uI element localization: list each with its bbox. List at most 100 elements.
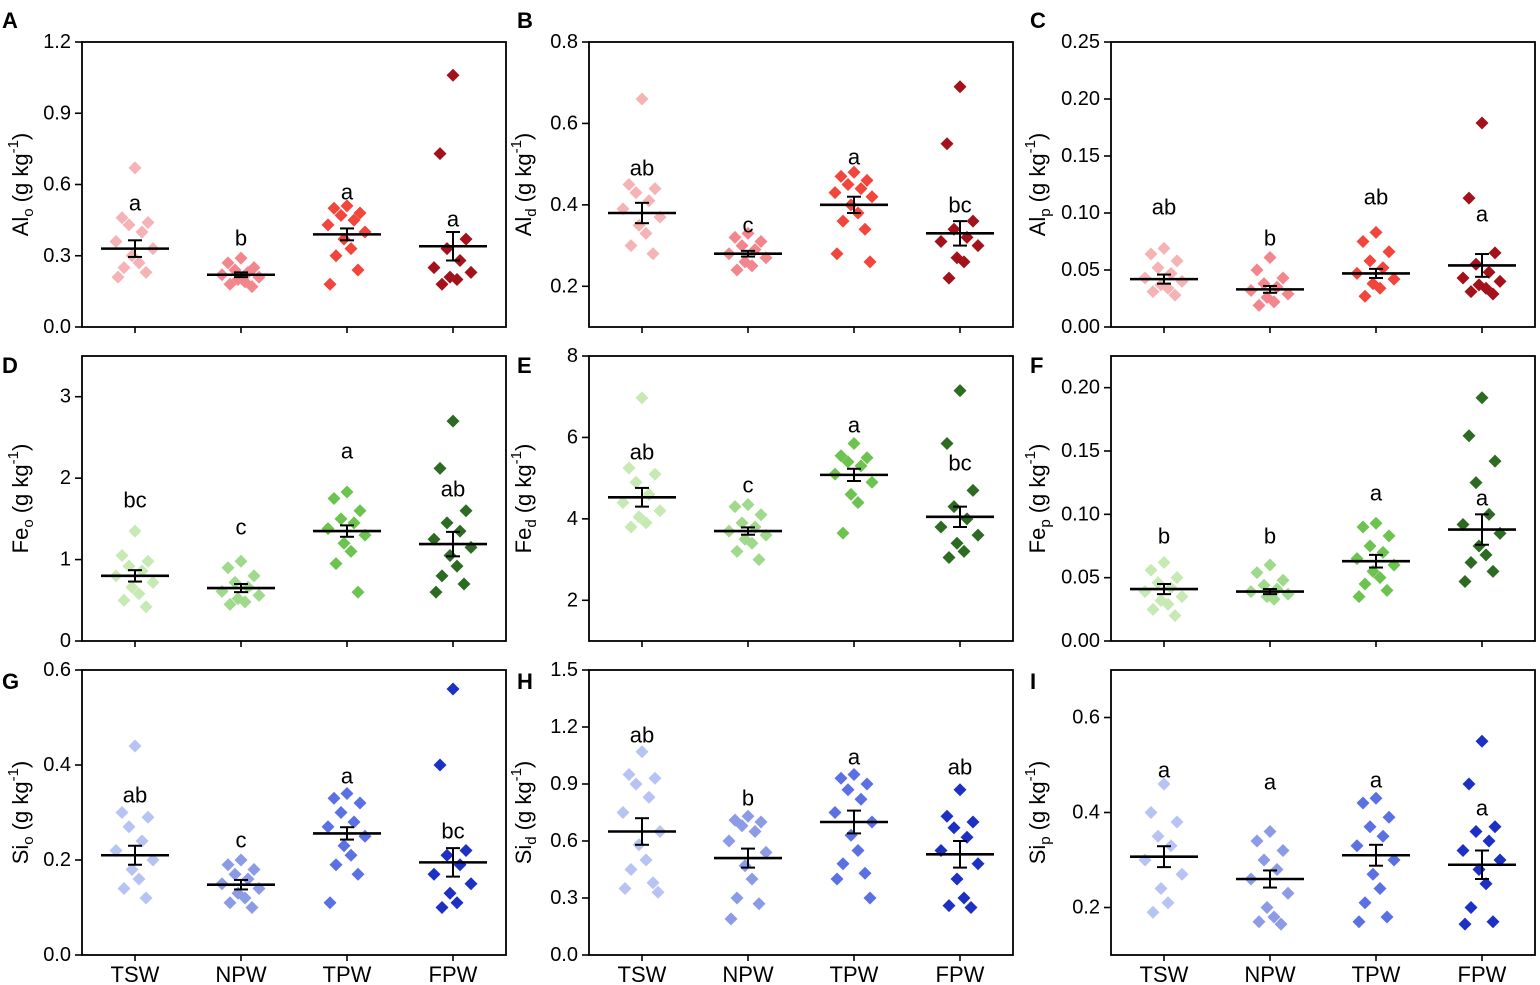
data-point xyxy=(1363,539,1377,553)
data-point xyxy=(117,593,131,607)
data-point xyxy=(934,235,948,248)
data-point xyxy=(847,437,861,451)
data-point xyxy=(334,208,348,222)
data-point xyxy=(228,867,242,881)
x-tick-label: FPW xyxy=(1458,962,1507,985)
data-point xyxy=(947,821,961,835)
y-label-unit: (g kg xyxy=(8,464,33,513)
data-point xyxy=(851,496,865,510)
data-point xyxy=(223,277,237,291)
x-tick-label: TSW xyxy=(1140,962,1189,985)
data-point xyxy=(433,758,447,772)
data-point xyxy=(446,682,460,696)
data-point xyxy=(635,92,649,106)
y-label-close: ) xyxy=(8,761,33,768)
significance-letter: a xyxy=(341,764,354,789)
data-point xyxy=(146,575,160,589)
data-point xyxy=(1170,254,1184,268)
data-point xyxy=(1168,609,1182,623)
data-point xyxy=(1161,597,1175,611)
data-point xyxy=(754,235,768,248)
y-tick-label: 0.6 xyxy=(550,830,578,852)
group-npw: b xyxy=(1236,226,1304,312)
data-point xyxy=(830,247,844,261)
plot-frame xyxy=(588,355,1014,642)
group-fpw: a xyxy=(1448,391,1516,588)
y-tick-label: 0.00 xyxy=(1061,630,1100,652)
data-point xyxy=(1161,281,1175,295)
group-fpw: a xyxy=(419,68,487,291)
data-point xyxy=(464,265,478,279)
data-point xyxy=(321,218,335,232)
data-point xyxy=(1387,853,1401,867)
group-fpw: bc xyxy=(926,80,994,285)
data-point xyxy=(940,137,954,151)
data-point xyxy=(347,213,361,227)
data-point xyxy=(337,839,351,853)
data-point xyxy=(1358,289,1372,303)
group-tsw: ab xyxy=(608,391,676,534)
data-point xyxy=(1373,571,1387,585)
data-point xyxy=(327,492,341,505)
data-point xyxy=(1363,820,1377,834)
data-point xyxy=(1462,429,1476,443)
data-point xyxy=(139,265,153,279)
data-point xyxy=(327,791,341,805)
data-point xyxy=(1464,901,1478,914)
significance-letter: bc xyxy=(441,819,464,844)
data-point xyxy=(629,777,643,791)
data-point xyxy=(865,190,879,204)
data-point xyxy=(459,504,473,518)
data-point xyxy=(1257,853,1271,867)
significance-letter: ab xyxy=(123,783,147,808)
x-tick-label: TSW xyxy=(618,962,667,985)
data-point xyxy=(836,214,850,228)
data-point xyxy=(1472,539,1486,553)
y-tick-label: 0.0 xyxy=(43,316,71,338)
data-point xyxy=(358,829,372,843)
group-tpw: a xyxy=(1342,481,1410,604)
data-point xyxy=(459,232,473,246)
y-tick-label: 4 xyxy=(567,508,578,530)
data-point xyxy=(858,866,872,880)
y-tick-label: 0.6 xyxy=(43,659,71,681)
data-point xyxy=(759,845,773,859)
data-point xyxy=(329,249,343,263)
data-point xyxy=(863,891,877,905)
data-point xyxy=(125,863,139,876)
data-point xyxy=(1482,834,1496,848)
y-label-subscript: d xyxy=(523,208,540,216)
data-point xyxy=(1475,734,1489,748)
data-point xyxy=(109,235,123,248)
data-point xyxy=(337,536,351,550)
data-point xyxy=(1170,571,1184,585)
significance-letter: ab xyxy=(1152,195,1176,220)
data-point xyxy=(351,263,365,277)
data-point xyxy=(329,557,343,571)
data-point xyxy=(1369,791,1383,805)
data-point xyxy=(221,256,235,270)
group-tsw: ab xyxy=(1130,195,1198,302)
data-point xyxy=(433,461,447,475)
data-point xyxy=(1493,853,1507,867)
group-tpw: a xyxy=(820,413,888,540)
y-label-superscript: -1 xyxy=(5,768,22,781)
data-point xyxy=(427,867,441,881)
data-point xyxy=(624,239,638,253)
data-point xyxy=(141,216,155,229)
data-point xyxy=(1363,254,1377,268)
data-point xyxy=(344,848,358,862)
data-point xyxy=(841,178,855,191)
data-point xyxy=(635,745,649,759)
significance-letter: a xyxy=(1476,202,1489,227)
y-label-element: Al xyxy=(511,217,536,237)
data-point xyxy=(139,891,153,905)
data-point xyxy=(1488,246,1502,260)
data-point xyxy=(1144,806,1158,819)
y-label-unit: (g kg xyxy=(8,153,33,202)
y-axis-label: Alp (g kg-1) xyxy=(1022,133,1054,237)
data-point xyxy=(1281,886,1295,900)
data-point xyxy=(1464,285,1478,299)
data-point xyxy=(735,819,749,833)
